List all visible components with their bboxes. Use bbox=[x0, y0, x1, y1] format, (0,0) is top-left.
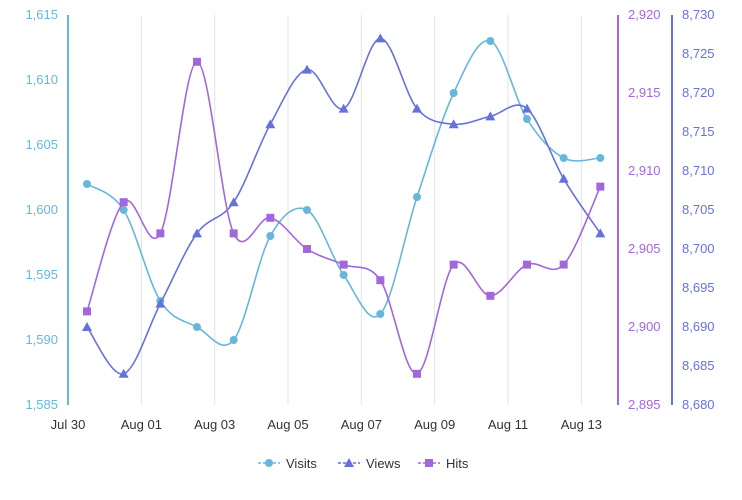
point-views-aug-02[interactable] bbox=[192, 228, 202, 238]
visits-axis-tick-1-585: 1,585 bbox=[25, 397, 58, 412]
views-axis-tick-8-730: 8,730 bbox=[682, 7, 715, 22]
point-views-aug-10[interactable] bbox=[485, 111, 496, 121]
x-tick-aug-13: Aug 13 bbox=[561, 417, 602, 432]
x-tick-aug-01: Aug 01 bbox=[121, 417, 162, 432]
views-axis-tick-8-715: 8,715 bbox=[682, 124, 715, 139]
series-hits bbox=[83, 57, 605, 378]
point-views-aug-08[interactable] bbox=[412, 103, 422, 113]
hits-axis-tick-2-900: 2,900 bbox=[628, 319, 661, 334]
point-hits-aug-07[interactable] bbox=[376, 276, 385, 285]
x-tick-aug-09: Aug 09 bbox=[414, 417, 455, 432]
point-views-jul-30[interactable] bbox=[82, 322, 92, 331]
point-hits-aug-05[interactable] bbox=[303, 245, 311, 253]
views-axis-tick-8-720: 8,720 bbox=[682, 85, 715, 100]
views-axis-tick-8-725: 8,725 bbox=[682, 46, 715, 61]
point-hits-aug-09[interactable] bbox=[449, 260, 458, 269]
point-hits-aug-03[interactable] bbox=[229, 229, 238, 238]
point-hits-aug-04[interactable] bbox=[266, 213, 275, 222]
legend-marker-visits bbox=[265, 459, 273, 467]
series-line-hits[interactable] bbox=[86, 60, 602, 375]
point-visits-aug-08[interactable] bbox=[413, 193, 421, 201]
point-visits-aug-11[interactable] bbox=[523, 115, 531, 123]
visits-axis-tick-1-610: 1,610 bbox=[25, 72, 58, 87]
visits-axis-tick-1-615: 1,615 bbox=[25, 7, 58, 22]
legend-label-hits: Hits bbox=[446, 456, 469, 471]
point-views-aug-11[interactable] bbox=[522, 103, 532, 113]
visits-axis-tick-1-605: 1,605 bbox=[25, 137, 58, 152]
views-axis-tick-8-690: 8,690 bbox=[682, 319, 715, 334]
views-axis-tick-8-705: 8,705 bbox=[682, 202, 715, 217]
point-views-jul-31[interactable] bbox=[118, 368, 129, 378]
point-visits-aug-06[interactable] bbox=[339, 271, 348, 279]
legend-item-views[interactable]: Views bbox=[338, 456, 401, 471]
point-hits-jul-31[interactable] bbox=[119, 198, 128, 207]
x-tick-aug-11: Aug 11 bbox=[488, 417, 528, 432]
views-axis-tick-8-685: 8,685 bbox=[682, 358, 715, 373]
point-views-aug-13[interactable] bbox=[595, 228, 606, 238]
hits-axis-tick-2-905: 2,905 bbox=[628, 241, 661, 256]
point-views-aug-09[interactable] bbox=[448, 119, 459, 129]
point-visits-jul-30[interactable] bbox=[83, 180, 91, 188]
series-line-visits[interactable] bbox=[86, 39, 601, 347]
visits-axis-tick-1-590: 1,590 bbox=[25, 332, 58, 347]
point-visits-jul-31[interactable] bbox=[119, 206, 128, 214]
point-visits-aug-09[interactable] bbox=[449, 89, 458, 97]
series-views bbox=[82, 33, 606, 378]
point-visits-aug-02[interactable] bbox=[193, 323, 201, 331]
value-axes: 1,585 1,590 1,595 1,600 1,605 1,610 1,615 2,895… bbox=[25, 7, 714, 412]
point-views-aug-07[interactable] bbox=[375, 33, 386, 43]
point-views-aug-03[interactable] bbox=[228, 197, 239, 207]
point-views-aug-01[interactable] bbox=[155, 298, 166, 308]
views-axis-tick-8-700: 8,700 bbox=[682, 241, 715, 256]
point-hits-jul-30[interactable] bbox=[83, 307, 91, 316]
point-visits-aug-10[interactable] bbox=[486, 37, 495, 45]
point-hits-aug-10[interactable] bbox=[486, 291, 495, 300]
hits-axis-tick-2-915: 2,915 bbox=[628, 85, 661, 100]
x-axis-tick-labels: Jul 30 Aug 01 Aug 03 Aug 05 Aug 07 Aug 09 Aug … bbox=[51, 417, 602, 432]
point-visits-aug-05[interactable] bbox=[303, 206, 311, 214]
point-views-aug-04[interactable] bbox=[265, 119, 276, 129]
point-hits-aug-01[interactable] bbox=[156, 229, 165, 238]
point-hits-aug-08[interactable] bbox=[413, 369, 421, 378]
point-hits-aug-11[interactable] bbox=[523, 260, 531, 269]
point-hits-aug-13[interactable] bbox=[596, 182, 605, 191]
x-tick-aug-03: Aug 03 bbox=[194, 417, 235, 432]
x-tick-aug-05: Aug 05 bbox=[267, 417, 308, 432]
hits-axis-tick-2-910: 2,910 bbox=[628, 163, 661, 178]
views-axis-tick-8-695: 8,695 bbox=[682, 280, 715, 295]
point-hits-aug-12[interactable] bbox=[559, 260, 568, 269]
point-views-aug-12[interactable] bbox=[558, 173, 569, 183]
legend-marker-views bbox=[344, 458, 354, 467]
views-axis-tick-8-680: 8,680 bbox=[682, 397, 715, 412]
series-line-views[interactable] bbox=[86, 37, 601, 375]
legend-marker-hits bbox=[425, 459, 433, 467]
legend-label-visits: Visits bbox=[286, 456, 317, 471]
legend-label-views: Views bbox=[366, 456, 401, 471]
legend[interactable]: Visits Views Hits bbox=[258, 456, 469, 471]
series-visits bbox=[83, 37, 605, 347]
legend-item-visits[interactable]: Visits bbox=[258, 456, 317, 471]
point-visits-aug-12[interactable] bbox=[559, 154, 568, 162]
x-tick-jul-30: Jul 30 bbox=[51, 417, 86, 432]
visits-axis-tick-1-595: 1,595 bbox=[25, 267, 58, 282]
point-visits-aug-13[interactable] bbox=[596, 154, 605, 162]
point-views-aug-05[interactable] bbox=[302, 64, 312, 74]
point-visits-aug-03[interactable] bbox=[229, 336, 238, 344]
hits-axis-tick-2-895: 2,895 bbox=[628, 397, 661, 412]
point-hits-aug-02[interactable] bbox=[193, 57, 201, 66]
point-views-aug-06[interactable] bbox=[338, 103, 349, 113]
hits-axis-tick-2-920: 2,920 bbox=[628, 7, 661, 22]
point-hits-aug-06[interactable] bbox=[339, 260, 348, 269]
series-layer bbox=[82, 33, 606, 378]
views-axis-tick-8-710: 8,710 bbox=[682, 163, 715, 178]
visits-axis-tick-1-600: 1,600 bbox=[25, 202, 58, 217]
vertical-gridlines bbox=[140, 15, 582, 405]
x-tick-aug-07: Aug 07 bbox=[341, 417, 382, 432]
legend-item-hits[interactable]: Hits bbox=[418, 456, 469, 471]
point-visits-aug-07[interactable] bbox=[376, 310, 385, 318]
point-visits-aug-04[interactable] bbox=[266, 232, 275, 240]
